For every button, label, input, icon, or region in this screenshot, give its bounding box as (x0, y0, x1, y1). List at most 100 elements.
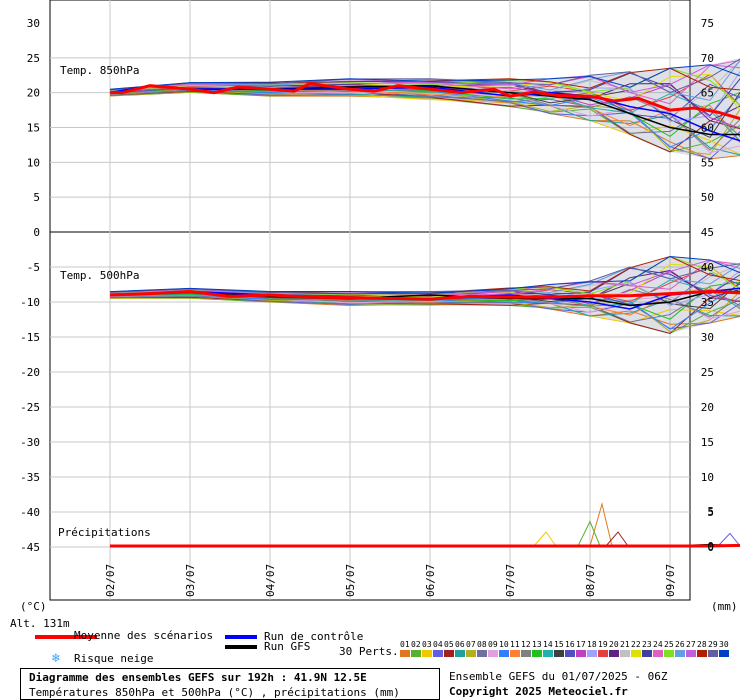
altitude-label: Alt. 131m (10, 617, 70, 630)
perturbation-color-box (719, 650, 729, 657)
perturbation-color-box (455, 650, 465, 657)
y-tick-right-850: 45 (701, 226, 714, 239)
chart-title: Diagramme des ensembles GEFS sur 192h : … (29, 671, 367, 684)
perturbation-line-500 (109, 263, 740, 294)
perturbation-color-box (631, 650, 641, 657)
y-tick-850: 30 (27, 17, 40, 30)
gfs-swatch (225, 645, 257, 649)
precip-peak (605, 531, 629, 547)
perturbation-color-box (609, 650, 619, 657)
ensemble-lines (109, 58, 740, 548)
x-tick-label: 04/07 (264, 564, 277, 597)
y-tick-500: -15 (20, 331, 40, 344)
perturbation-number: 19 (598, 640, 608, 649)
perturbation-line-850 (109, 88, 740, 148)
perturbation-number: 17 (576, 640, 586, 649)
precip-peak (717, 532, 740, 547)
perturbation-color-box (521, 650, 531, 657)
y-tick-right-500: 5 (707, 506, 714, 519)
perturbation-line-850 (109, 59, 740, 101)
perturbation-number: 14 (543, 640, 553, 649)
x-tick-label: 06/07 (424, 564, 437, 597)
perturbation-color-box (587, 650, 597, 657)
perturbation-number: 23 (642, 640, 652, 649)
right-unit-label: (mm) (711, 600, 738, 613)
perturbation-color-box (411, 650, 421, 657)
y-tick-500: -25 (20, 401, 40, 414)
perturbation-number: 09 (488, 640, 498, 649)
y-tick-500: -10 (20, 296, 40, 309)
perturbation-number: 18 (587, 640, 597, 649)
perturbation-color-box (499, 650, 509, 657)
perturbation-number: 22 (631, 640, 641, 649)
perturbation-color-box (675, 650, 685, 657)
x-tick-label: 07/07 (504, 564, 517, 597)
perturbation-line-850 (109, 89, 740, 155)
perturbation-color-box (488, 650, 498, 657)
control-legend-label: Run de contrôle (264, 630, 364, 643)
perturbation-color-box (400, 650, 410, 657)
perturbation-color-box (653, 650, 663, 657)
perturbation-color-box (532, 650, 542, 657)
perturbation-color-box (664, 650, 674, 657)
perturbation-color-box (565, 650, 575, 657)
perturbation-number: 13 (532, 640, 542, 649)
perturbation-number: 29 (708, 640, 718, 649)
perturbation-number: 26 (675, 640, 685, 649)
gfs-legend-label: Run GFS (264, 640, 311, 653)
perturbation-number: 28 (697, 640, 707, 649)
y-tick-500: -45 (20, 541, 40, 554)
panel-title-850: Temp. 850hPa (60, 64, 139, 77)
perturbation-line-850 (109, 67, 740, 91)
perturbation-color-box (576, 650, 586, 657)
perturbation-number: 01 (400, 640, 410, 649)
y-tick-right-850: 55 (701, 156, 714, 169)
x-tick-label: 03/07 (184, 564, 197, 597)
perturbation-number: 20 (609, 640, 619, 649)
y-tick-right-500: 0 (707, 541, 714, 554)
perturbation-number: 16 (565, 640, 575, 649)
perturbation-line-500 (109, 290, 740, 333)
perturbation-color-box (598, 650, 608, 657)
y-tick-right-500: 35 (701, 296, 714, 309)
snow-legend-label: Risque neige (74, 652, 154, 665)
perturbation-line-500 (109, 255, 740, 294)
chart-subtitle: Températures 850hPa et 500hPa (°C) , pré… (29, 686, 400, 699)
perturbation-number: 02 (411, 640, 421, 649)
panel-title-precip: Précipitations (58, 526, 151, 539)
panel-title-500: Temp. 500hPa (60, 269, 139, 282)
perturbation-line-850 (109, 72, 740, 117)
series-line-500 (109, 289, 740, 301)
control-swatch (225, 635, 257, 639)
perturbation-color-box (554, 650, 564, 657)
perturbation-line-850 (109, 64, 740, 90)
perturbation-number: 25 (664, 640, 674, 649)
y-tick-500: -20 (20, 366, 40, 379)
y-tick-850: 15 (27, 122, 40, 135)
spread-850 (110, 58, 740, 159)
perturbation-color-box (466, 650, 476, 657)
snowflake-icon: ❄ (52, 651, 60, 666)
perturbation-line-850 (109, 90, 740, 160)
y-tick-right-500: 25 (701, 366, 714, 379)
y-tick-right-500: 30 (701, 331, 714, 344)
perturbation-line-500 (109, 283, 740, 330)
perturbation-number: 05 (444, 640, 454, 649)
perturbation-number: 24 (653, 640, 663, 649)
y-tick-500: -30 (20, 436, 40, 449)
y-tick-right-850: 50 (701, 191, 714, 204)
perturbation-color-box (642, 650, 652, 657)
y-tick-right-850: 65 (701, 87, 714, 100)
y-tick-500: -5 (27, 261, 40, 274)
y-tick-850: 5 (33, 191, 40, 204)
series-line-850 (110, 82, 740, 121)
x-tick-label: 02/07 (104, 564, 117, 597)
perturbation-number: 30 (719, 640, 729, 649)
y-tick-right-500: 15 (701, 436, 714, 449)
left-unit-label: (°C) (20, 600, 47, 613)
perturbation-line-850 (109, 58, 740, 94)
perturbation-number: 21 (620, 640, 630, 649)
perturbation-color-box (543, 650, 553, 657)
perturbation-number: 03 (422, 640, 432, 649)
